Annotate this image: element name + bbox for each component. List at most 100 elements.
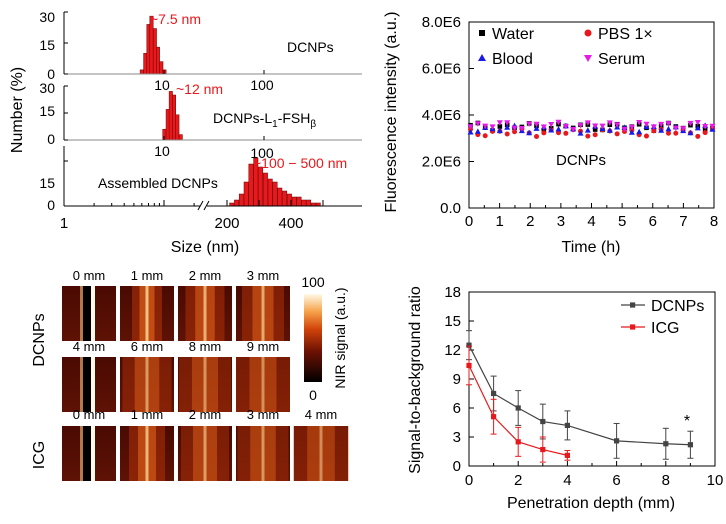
b-point-3-21 bbox=[621, 126, 628, 133]
b-point-1-2 bbox=[482, 133, 488, 139]
b-ytick-label-4: 8.0E6 bbox=[422, 14, 461, 31]
c-tile-dcnps-9mm-core bbox=[261, 357, 265, 412]
c-tile-dcnps-0mm-edge bbox=[80, 286, 83, 341]
d-ylabel: Signal-to-background ratio bbox=[407, 286, 424, 474]
d-xtick-label-0: 0 bbox=[465, 472, 473, 489]
c-tile-dcnps-2mm-label: 2 mm bbox=[189, 268, 222, 283]
panel-b-fluorescence-stability: 0 1 2 3 4 5 6 7 8 0.0 2.0E6 4.0E6 6.0E6 8.0E6 Water PB… bbox=[383, 12, 718, 256]
a-p3-bar-3 bbox=[243, 181, 249, 207]
b-point-3-32 bbox=[702, 124, 709, 130]
c-tile-icg-4mm: 4 mm bbox=[293, 407, 349, 481]
b-annotation: DCNPs bbox=[556, 152, 606, 169]
b-point-3-5 bbox=[504, 120, 511, 126]
d-xtick-label-2: 2 bbox=[514, 472, 522, 489]
d-point-1-4 bbox=[564, 452, 570, 458]
d-xtick-label-4: 4 bbox=[563, 472, 571, 489]
b-point-2-30 bbox=[687, 129, 694, 136]
c-tile-dcnps-8mm-label: 8 mm bbox=[189, 339, 222, 354]
a-p2-annotation: ~12 nm bbox=[176, 81, 223, 97]
d-xtick-label-6: 6 bbox=[612, 472, 620, 489]
b-point-1-25 bbox=[651, 128, 657, 134]
b-point-3-33 bbox=[709, 123, 716, 130]
c-tile-icg-4mm-halo bbox=[307, 426, 335, 481]
b-legend-marker-1 bbox=[584, 29, 592, 37]
d-legend-marker-0 bbox=[630, 302, 636, 308]
b-xtick-label-1: 1 bbox=[495, 213, 503, 230]
c-tile-dcnps-8mm: 8 mm bbox=[178, 339, 232, 412]
c-tile-icg-3mm-core bbox=[261, 426, 265, 481]
c-tile-dcnps-2mm-core bbox=[203, 286, 207, 341]
d-ytick-label-12: 12 bbox=[444, 342, 461, 359]
b-point-3-6 bbox=[511, 125, 518, 132]
a-xlabel: Size (nm) bbox=[171, 239, 239, 256]
b-point-2-11 bbox=[548, 127, 555, 133]
b-legend-label-3: Serum bbox=[598, 51, 645, 68]
a-p1-ytick-0: 0 bbox=[47, 66, 55, 82]
b-ytick-label-3: 6.0E6 bbox=[422, 61, 461, 78]
d-legend-label-0: DCNPs bbox=[651, 298, 704, 315]
c-tile-icg-4mm-glow bbox=[293, 426, 349, 481]
d-point-0-4 bbox=[564, 422, 570, 428]
a-p3-annotation: ~100 − 500 nm bbox=[253, 155, 347, 171]
b-point-2-5 bbox=[504, 124, 511, 130]
a-p3-bar-11 bbox=[282, 190, 288, 207]
c-tile-dcnps-0mm-core bbox=[91, 286, 95, 341]
b-point-2-12 bbox=[555, 126, 562, 132]
b-xlabel: Time (h) bbox=[562, 239, 621, 256]
c-tile-dcnps-9mm-label: 9 mm bbox=[247, 339, 280, 354]
b-xtick-label-0: 0 bbox=[465, 213, 473, 230]
c-tile-icg-0mm: 0 mm bbox=[62, 407, 116, 481]
c-tile-icg-0mm-edge bbox=[80, 426, 83, 481]
b-point-0-4 bbox=[497, 124, 503, 129]
a-p3-bar-7 bbox=[262, 172, 268, 207]
b-point-3-30 bbox=[687, 120, 694, 127]
c-tile-dcnps-8mm-core bbox=[203, 357, 207, 412]
d-point-0-5 bbox=[614, 438, 620, 444]
b-point-3-31 bbox=[694, 119, 701, 126]
a-p3-bar-1 bbox=[234, 199, 240, 207]
b-xtick-label-7: 7 bbox=[679, 213, 687, 230]
a-p1-annotation: ~7.5 nm bbox=[150, 11, 201, 27]
a-p1-ytick-15: 15 bbox=[39, 37, 55, 53]
c-tile-icg-3mm-label: 3 mm bbox=[247, 407, 280, 422]
b-point-3-22 bbox=[628, 124, 635, 131]
a-p2-ytick-0: 0 bbox=[47, 131, 55, 147]
d-series-dcnps bbox=[466, 330, 694, 460]
b-xtick-label-6: 6 bbox=[649, 213, 657, 230]
d-annotation: * bbox=[684, 413, 690, 430]
a-p3-bar-13 bbox=[291, 196, 297, 207]
d-legend-label-1: ICG bbox=[651, 320, 679, 337]
a-p3-bar-8 bbox=[267, 178, 273, 207]
b-point-2-1 bbox=[474, 128, 481, 134]
d-point-0-7 bbox=[687, 442, 693, 448]
b-point-3-8 bbox=[526, 121, 533, 128]
c-colorbar-label: NIR signal (a.u.) bbox=[332, 287, 348, 388]
a-p1-xlabel-10: 10 bbox=[154, 77, 170, 93]
b-point-1-24 bbox=[643, 133, 649, 139]
c-tile-dcnps-3mm-label: 3 mm bbox=[247, 268, 280, 283]
c-tile-dcnps-9mm: 9 mm bbox=[236, 339, 290, 412]
a-p3-xlabel-100: 100 bbox=[250, 145, 274, 161]
c-tile-icg-0mm-gap bbox=[83, 426, 91, 481]
c-tile-dcnps-0mm-label: 0 mm bbox=[73, 268, 106, 283]
d-point-0-0 bbox=[466, 342, 472, 348]
d-ytick-label-15: 15 bbox=[444, 313, 461, 330]
b-legend-marker-2 bbox=[478, 54, 486, 61]
a-p1-xlabel-100: 100 bbox=[250, 77, 274, 93]
b-legend-label-1: PBS 1× bbox=[598, 26, 653, 43]
c-tile-icg-4mm-core bbox=[319, 426, 323, 481]
a-p2-xlabel-10: 10 bbox=[154, 143, 170, 159]
b-point-3-27 bbox=[665, 121, 672, 127]
b-xtick-label-2: 2 bbox=[526, 213, 534, 230]
d-xlabel: Penetration depth (mm) bbox=[507, 495, 675, 512]
d-point-0-2 bbox=[515, 405, 521, 411]
d-ytick-label-18: 18 bbox=[444, 284, 461, 301]
b-xtick-label-5: 5 bbox=[618, 213, 626, 230]
b-point-3-19 bbox=[606, 120, 613, 126]
c-tile-dcnps-2mm: 2 mm bbox=[178, 268, 232, 341]
d-ytick-label-9: 9 bbox=[453, 371, 461, 388]
b-point-2-26 bbox=[658, 127, 665, 133]
d-point-1-1 bbox=[491, 414, 497, 420]
b-point-1-17 bbox=[592, 132, 598, 138]
